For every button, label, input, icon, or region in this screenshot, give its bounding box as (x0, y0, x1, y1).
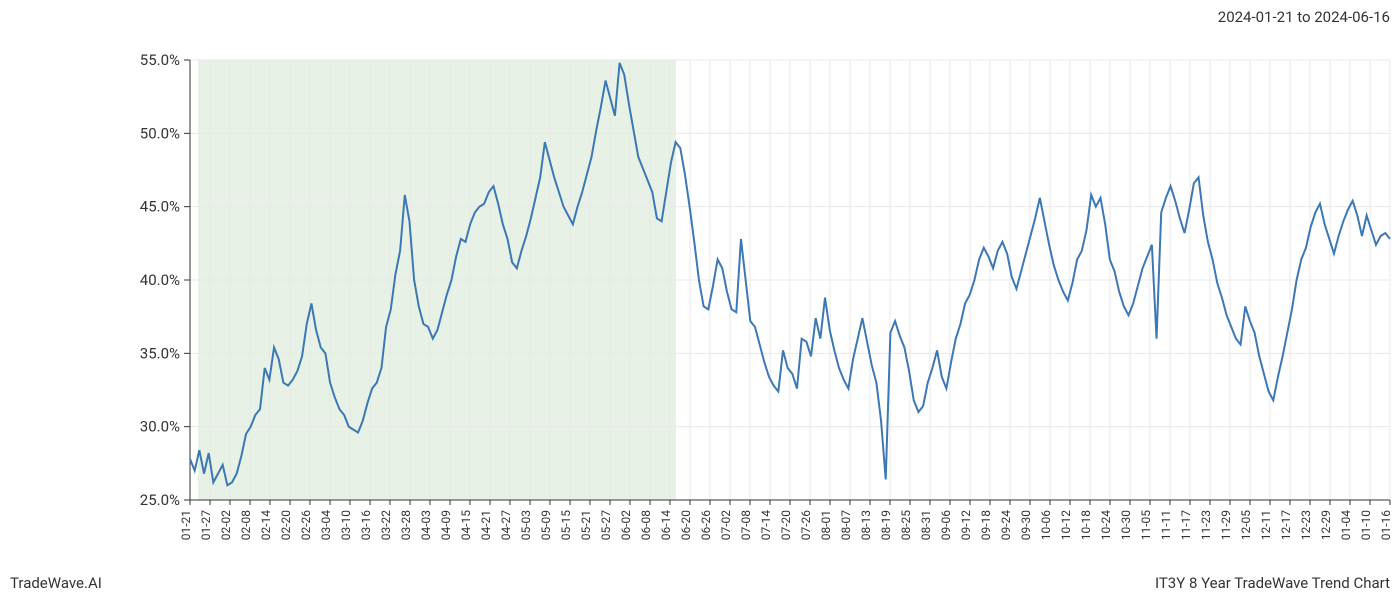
x-tick-label: 01-27 (199, 510, 213, 541)
x-tick-label: 02-08 (239, 510, 253, 541)
x-tick-label: 08-01 (819, 510, 833, 540)
x-tick-label: 03-04 (319, 510, 333, 541)
chart-container: 25.0% 30.0% 35.0% 40.0% 45.0% 50.0% 55.0% 01-21… (0, 40, 1400, 560)
y-tick-label: 25.0% (140, 491, 180, 509)
brand-label: TradeWave.AI (10, 574, 102, 592)
x-tick-label: 07-14 (759, 510, 773, 541)
x-tick-label: 04-21 (479, 510, 493, 540)
x-tick-label: 10-30 (1119, 510, 1133, 541)
x-tick-label: 05-15 (559, 510, 573, 541)
x-tick-label: 09-24 (999, 510, 1013, 541)
x-tick-label: 02-02 (219, 510, 233, 541)
x-tick-label: 05-27 (599, 510, 613, 541)
x-tick-label: 12-11 (1259, 510, 1273, 540)
x-tick-label: 07-20 (779, 510, 793, 541)
x-tick-label: 02-26 (299, 510, 313, 541)
x-tick-label: 03-28 (399, 510, 413, 541)
x-tick-label: 03-16 (359, 510, 373, 541)
x-tick-label: 06-08 (639, 510, 653, 541)
x-tick-label: 11-23 (1199, 510, 1213, 540)
x-tick-label: 05-09 (539, 510, 553, 540)
x-tick-label: 07-02 (719, 510, 733, 541)
x-tick-label: 05-21 (579, 510, 593, 540)
x-tick-label: 10-18 (1079, 510, 1093, 541)
x-tick-label: 01-04 (1339, 510, 1353, 541)
x-tick-label: 08-19 (879, 510, 893, 540)
x-tick-label: 01-21 (179, 510, 193, 540)
x-tick-label: 06-26 (699, 510, 713, 541)
x-tick-label: 12-29 (1319, 510, 1333, 540)
trend-chart: 25.0% 30.0% 35.0% 40.0% 45.0% 50.0% 55.0% 01-21… (0, 40, 1400, 560)
x-tick-label: 07-08 (739, 510, 753, 541)
x-tick-label: 08-07 (839, 510, 853, 541)
x-tick-label: 03-22 (379, 510, 393, 541)
x-tick-label: 04-27 (499, 510, 513, 541)
x-tick-label: 01-16 (1379, 510, 1393, 541)
chart-title: IT3Y 8 Year TradeWave Trend Chart (1155, 574, 1390, 592)
x-tick-label: 09-30 (1019, 510, 1033, 541)
x-tick-label: 11-11 (1159, 510, 1173, 540)
x-tick-label: 09-12 (959, 510, 973, 541)
x-tick-label: 10-12 (1059, 510, 1073, 541)
x-tick-label: 04-03 (419, 510, 433, 540)
x-tick-label: 11-17 (1179, 510, 1193, 541)
x-tick-label: 06-02 (619, 510, 633, 541)
x-tick-label: 07-26 (799, 510, 813, 541)
y-tick-label: 50.0% (140, 124, 180, 142)
x-tick-label: 08-13 (859, 510, 873, 540)
x-tick-label: 12-05 (1239, 510, 1253, 541)
x-tick-label: 11-29 (1219, 510, 1233, 540)
y-tick-label: 40.0% (140, 271, 180, 289)
y-tick-label: 30.0% (140, 418, 180, 436)
y-tick-label: 55.0% (140, 51, 180, 69)
x-tick-label: 08-25 (899, 510, 913, 541)
x-tick-label: 04-15 (459, 510, 473, 541)
x-tick-label: 09-18 (979, 510, 993, 541)
x-tick-label: 09-06 (939, 510, 953, 541)
x-tick-label: 06-20 (679, 510, 693, 541)
date-range-label: 2024-01-21 to 2024-06-16 (1218, 8, 1390, 26)
x-tick-label: 04-09 (439, 510, 453, 540)
x-tick-label: 02-20 (279, 510, 293, 541)
y-tick-label: 45.0% (140, 198, 180, 216)
x-tick-label: 06-14 (659, 510, 673, 541)
x-tick-label: 12-17 (1279, 510, 1293, 541)
x-tick-label: 08-31 (919, 510, 933, 540)
x-tick-label: 01-10 (1359, 510, 1373, 541)
x-tick-label: 02-14 (259, 510, 273, 541)
x-tick-label: 12-23 (1299, 510, 1313, 540)
x-tick-label: 11-05 (1139, 510, 1153, 541)
x-tick-label: 10-24 (1099, 510, 1113, 541)
x-tick-label: 03-10 (339, 510, 353, 541)
x-tick-label: 05-03 (519, 510, 533, 540)
y-tick-label: 35.0% (140, 344, 180, 362)
x-tick-label: 10-06 (1039, 510, 1053, 541)
